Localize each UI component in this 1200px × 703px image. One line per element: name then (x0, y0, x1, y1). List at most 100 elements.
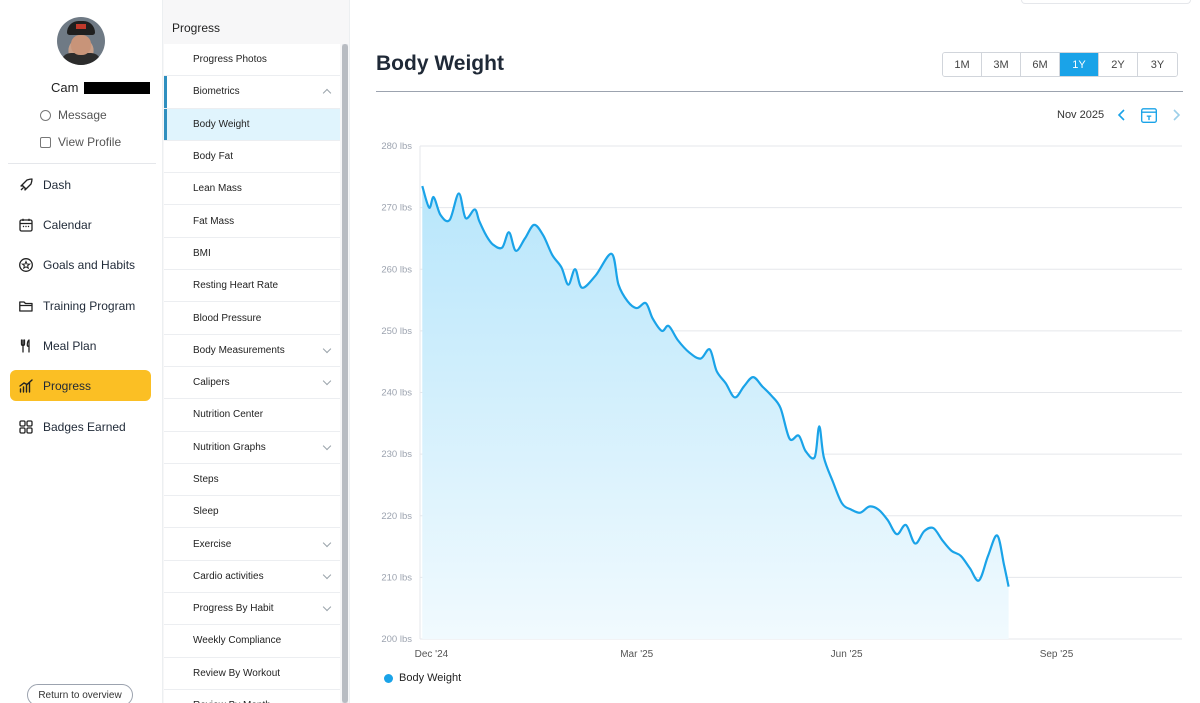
calendar-picker-icon[interactable] (1140, 106, 1158, 124)
nav-item-training-program[interactable]: Training Program (10, 290, 151, 321)
submenu-item-body-measurements[interactable]: Body Measurements (164, 334, 340, 367)
data-point[interactable] (616, 283, 620, 287)
submenu-scrollbar[interactable] (342, 44, 348, 703)
nav-item-goals-habits[interactable]: Goals and Habits (10, 249, 151, 280)
data-point[interactable] (877, 508, 881, 512)
data-point[interactable] (769, 394, 773, 398)
nav-item-dash[interactable]: Dash (10, 169, 151, 200)
data-point[interactable] (523, 236, 527, 240)
data-point[interactable] (995, 533, 999, 537)
data-point[interactable] (550, 253, 554, 257)
data-point[interactable] (559, 265, 563, 269)
data-point[interactable] (580, 286, 584, 290)
data-point[interactable] (1007, 585, 1011, 589)
chevron-down-icon[interactable] (322, 344, 332, 354)
data-point[interactable] (778, 406, 782, 410)
submenu-item-biometrics[interactable]: Biometrics (164, 76, 340, 109)
data-point[interactable] (840, 501, 844, 505)
data-point[interactable] (968, 566, 972, 570)
data-point[interactable] (940, 538, 944, 542)
data-point[interactable] (867, 505, 871, 509)
data-point[interactable] (813, 455, 817, 459)
data-point[interactable] (635, 306, 639, 310)
submenu-item-blood-pressure[interactable]: Blood Pressure (164, 302, 340, 335)
data-point[interactable] (651, 317, 655, 321)
data-point[interactable] (708, 347, 712, 351)
data-point[interactable] (858, 511, 862, 515)
data-point[interactable] (977, 578, 981, 582)
nav-item-meal-plan[interactable]: Meal Plan (10, 330, 151, 361)
data-point[interactable] (913, 541, 917, 545)
chevron-down-icon[interactable] (322, 376, 332, 386)
data-point[interactable] (439, 213, 443, 217)
data-point[interactable] (427, 206, 431, 210)
data-point[interactable] (822, 455, 826, 459)
data-point[interactable] (644, 301, 648, 305)
data-point[interactable] (566, 283, 570, 287)
data-point[interactable] (715, 369, 719, 373)
range-button-3m[interactable]: 3M (982, 53, 1021, 76)
scrollbar-thumb[interactable] (342, 44, 348, 703)
chevron-down-icon[interactable] (322, 441, 332, 450)
data-point[interactable] (849, 508, 853, 512)
data-point[interactable] (541, 233, 545, 237)
submenu-item-progress-by-habit[interactable]: Progress By Habit (164, 593, 340, 626)
data-point[interactable] (610, 252, 614, 256)
data-point[interactable] (904, 523, 908, 527)
data-point[interactable] (886, 518, 890, 522)
data-point[interactable] (514, 249, 518, 253)
data-point[interactable] (922, 529, 926, 533)
submenu-item-exercise[interactable]: Exercise (164, 528, 340, 561)
data-point[interactable] (491, 243, 495, 247)
submenu-item-bmi[interactable]: BMI (164, 237, 340, 271)
data-point[interactable] (500, 246, 504, 250)
data-point[interactable] (432, 195, 436, 199)
submenu-item-review-by-month[interactable]: Review By Month (164, 689, 340, 703)
data-point[interactable] (457, 191, 461, 195)
submenu-item-calipers[interactable]: Calipers (164, 366, 340, 400)
submenu-item-cardio-activities[interactable]: Cardio activities (164, 560, 340, 594)
submenu-item-weekly-compliance[interactable]: Weekly Compliance (164, 625, 340, 658)
data-point[interactable] (797, 434, 801, 438)
data-point[interactable] (831, 480, 835, 484)
submenu-item-nutrition-graphs[interactable]: Nutrition Graphs (164, 431, 340, 464)
chart-legend[interactable]: Body Weight (384, 672, 461, 684)
chevron-up-icon[interactable] (322, 89, 332, 98)
view-profile-link[interactable]: View Profile (40, 135, 121, 149)
data-point[interactable] (751, 375, 755, 379)
data-point[interactable] (950, 549, 954, 553)
range-button-1m[interactable]: 1M (943, 53, 982, 76)
data-point[interactable] (699, 357, 703, 361)
submenu-item-resting-heart-rate[interactable]: Resting Heart Rate (164, 270, 340, 303)
data-point[interactable] (760, 384, 764, 388)
submenu-item-progress-photos[interactable]: Progress Photos (164, 44, 340, 77)
data-point[interactable] (804, 449, 808, 453)
nav-item-calendar[interactable]: Calendar (10, 209, 151, 240)
range-button-6m[interactable]: 6M (1021, 53, 1060, 76)
data-point[interactable] (660, 329, 664, 333)
return-to-overview-button[interactable]: Return to overview (27, 684, 133, 703)
data-point[interactable] (676, 338, 680, 342)
data-point[interactable] (477, 219, 481, 223)
nav-item-progress[interactable]: Progress (10, 370, 151, 401)
data-point[interactable] (931, 526, 935, 530)
data-point[interactable] (420, 184, 424, 188)
data-point[interactable] (817, 424, 821, 428)
submenu-item-body-fat[interactable]: Body Fat (164, 140, 340, 174)
chevron-down-icon[interactable] (322, 570, 332, 580)
data-point[interactable] (742, 384, 746, 388)
data-point[interactable] (1002, 563, 1006, 567)
data-point[interactable] (448, 218, 452, 222)
data-point[interactable] (573, 267, 577, 271)
chevron-left-icon[interactable] (1114, 107, 1130, 123)
message-link[interactable]: Message (40, 108, 107, 122)
submenu-item-lean-mass[interactable]: Lean Mass (164, 173, 340, 206)
body-weight-line[interactable] (421, 185, 1010, 587)
submenu-item-steps[interactable]: Steps (164, 463, 340, 497)
data-point[interactable] (895, 532, 899, 536)
data-point[interactable] (724, 381, 728, 385)
chevron-down-icon[interactable] (322, 602, 332, 612)
data-point[interactable] (788, 437, 792, 441)
data-point[interactable] (507, 230, 511, 234)
submenu-item-nutrition-center[interactable]: Nutrition Center (164, 399, 340, 432)
